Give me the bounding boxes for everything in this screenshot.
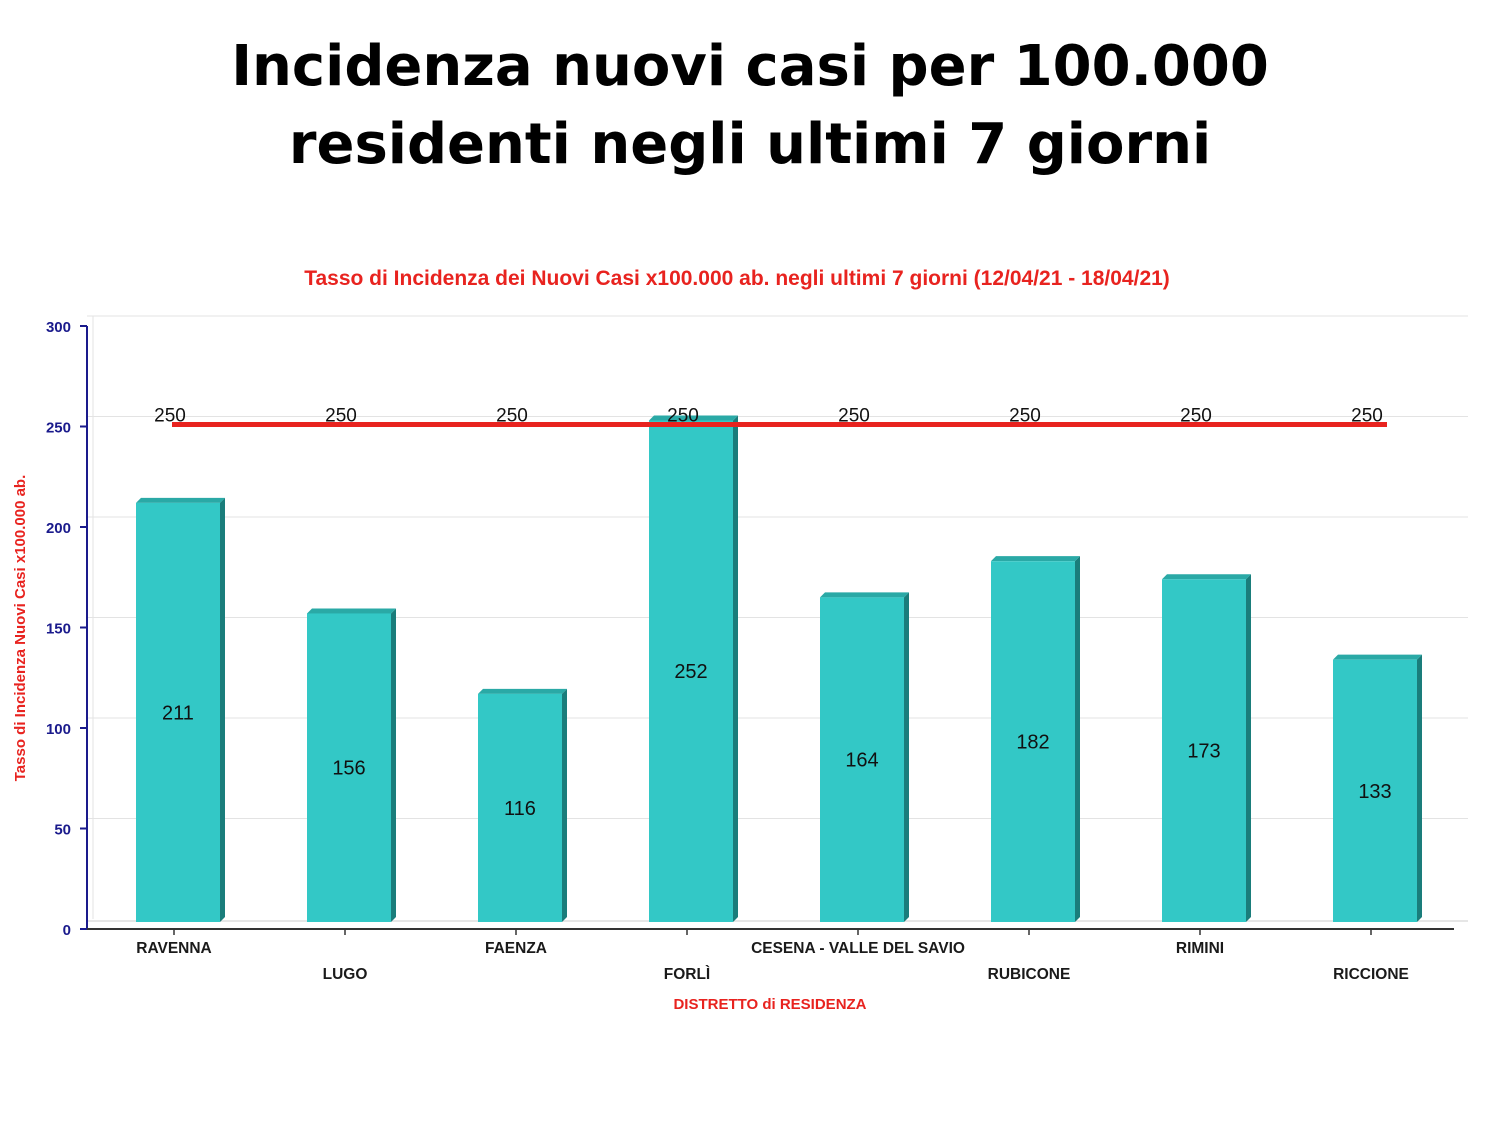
bar-side (904, 592, 909, 922)
bar (478, 693, 562, 922)
bar-data-label: 164 (845, 750, 878, 772)
y-tick-label: 200 (46, 520, 71, 537)
threshold-line-group: 250 250 250 250 250 250 250 250 (154, 406, 1387, 427)
slide-title: Incidenza nuovi casi per 100.000 residen… (0, 28, 1500, 184)
threshold-label: 250 (838, 406, 870, 427)
bar-data-label: 211 (162, 702, 194, 724)
slide-title-line2: residenti negli ultimi 7 giorni (288, 112, 1212, 177)
bar-data-label: 252 (674, 661, 707, 683)
bar (1333, 659, 1417, 922)
bar (1162, 579, 1246, 922)
bar-data-label: 182 (1016, 732, 1049, 754)
threshold-label: 250 (154, 406, 186, 427)
threshold-label: 250 (325, 406, 357, 427)
bar-data-label: 133 (1358, 781, 1391, 803)
bar-group: 211 (136, 497, 225, 922)
x-axis-label: DISTRETTO di RESIDENZA (673, 996, 866, 1013)
y-tick-label: 0 (63, 922, 71, 939)
bar-group: 133 (1333, 654, 1422, 922)
threshold-label: 250 (496, 406, 528, 427)
chart-title: Tasso di Incidenza dei Nuovi Casi x100.0… (304, 267, 1170, 290)
x-tick-label: RUBICONE (988, 966, 1071, 983)
grid-lines (87, 315, 1468, 922)
x-tick-label: RICCIONE (1333, 966, 1409, 983)
y-tick-label: 250 (46, 420, 71, 437)
y-tick-label: 100 (46, 721, 71, 738)
bar-side (1246, 574, 1251, 922)
bar-data-label: 116 (504, 798, 536, 820)
x-tick-label: CESENA - VALLE DEL SAVIO (751, 940, 965, 957)
bar-side (220, 497, 225, 922)
bar-group: 116 (478, 688, 567, 922)
bars: 211 156 116 252 164 182 173 133 (136, 415, 1422, 922)
bar-top (478, 688, 567, 694)
bar-top (820, 592, 909, 598)
bar-side (391, 608, 396, 922)
bar-side (1417, 654, 1422, 922)
bar-group: 173 (1162, 574, 1251, 922)
threshold-label: 250 (667, 406, 699, 427)
x-tick-label: FAENZA (485, 940, 547, 957)
bar-data-label: 173 (1187, 741, 1220, 763)
bar-top (649, 415, 738, 421)
bar-group: 156 (307, 608, 396, 922)
y-tick-label: 150 (46, 621, 71, 638)
x-tick-label: RAVENNA (136, 940, 212, 957)
y-tick-label: 300 (46, 319, 71, 336)
bar (991, 561, 1075, 922)
x-tick-label: LUGO (323, 966, 368, 983)
bar (820, 597, 904, 922)
x-axis-ticks: RAVENNA LUGO FAENZA FORLÌ CESENA - VALLE DEL… (136, 929, 1409, 983)
bar-top (991, 556, 1080, 562)
bar (307, 613, 391, 922)
bar-side (1075, 556, 1080, 922)
bar-group: 252 (649, 415, 738, 922)
bar-data-label: 156 (332, 758, 365, 780)
y-axis-label: Tasso di Incidenza Nuovi Casi x100.000 a… (12, 475, 29, 782)
threshold-label: 250 (1009, 406, 1041, 427)
bar-top (307, 608, 396, 614)
x-tick-label: RIMINI (1176, 940, 1224, 957)
bar (136, 502, 220, 922)
slide-title-line1: Incidenza nuovi casi per 100.000 (231, 34, 1269, 99)
bar-top (1333, 654, 1422, 660)
bar-top (1162, 574, 1251, 580)
threshold-label: 250 (1351, 406, 1383, 427)
threshold-label: 250 (1180, 406, 1212, 427)
x-tick-label: FORLÌ (664, 966, 711, 983)
bar-side (562, 688, 567, 922)
bar (649, 420, 733, 922)
bar-group: 182 (991, 556, 1080, 922)
bar-side (733, 415, 738, 922)
y-axis-ticks: 0 50 100 150 200 250 300 (46, 319, 87, 939)
bar-top (136, 497, 225, 503)
bar-group: 164 (820, 592, 909, 922)
y-tick-label: 50 (54, 822, 71, 839)
